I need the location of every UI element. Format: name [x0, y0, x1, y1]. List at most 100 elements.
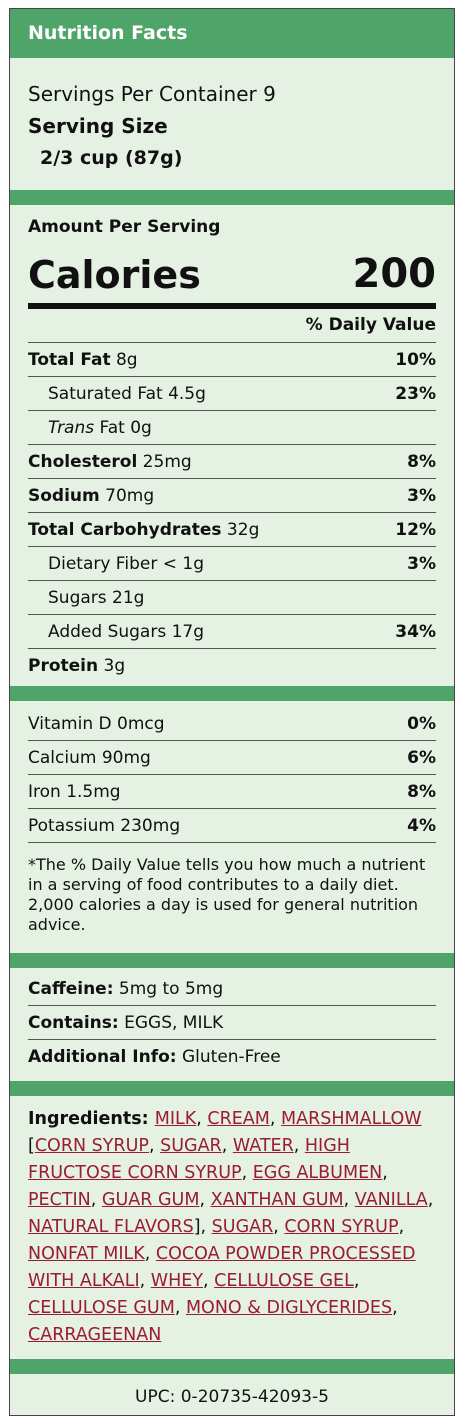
- nutrient-daily-value: 3%: [407, 553, 436, 574]
- ingredient-link[interactable]: CORN SYRUP: [34, 1136, 149, 1156]
- nutrient-row: Total Carbohydrates 32g 12%: [28, 512, 436, 546]
- panel-title: Nutrition Facts: [10, 9, 454, 58]
- vitamin-daily-value: 0%: [407, 713, 436, 734]
- calories-label: Calories: [28, 253, 201, 297]
- footnote: *The % Daily Value tells you how much a …: [28, 855, 426, 934]
- vitamin-label: Potassium 230mg: [28, 815, 181, 836]
- nutrient-daily-value: 23%: [395, 383, 436, 404]
- ingredient-separator: ,: [174, 1298, 186, 1318]
- nutrient-label: Dietary Fiber < 1g: [48, 553, 204, 574]
- ingredient-link[interactable]: CREAM: [207, 1109, 270, 1129]
- nutrient-label: Sodium 70mg: [28, 485, 155, 506]
- vitamin-label: Vitamin D 0mcg: [28, 713, 165, 734]
- extra-info-value: Gluten-Free: [176, 1046, 281, 1067]
- vitamin-row: Calcium 90mg 6%: [28, 740, 436, 774]
- vitamin-daily-value: 4%: [407, 815, 436, 836]
- ingredient-separator: ,: [273, 1217, 285, 1237]
- nutrient-label: Protein 3g: [28, 655, 126, 676]
- extra-info-row: Contains: EGGS, MILK: [28, 1005, 436, 1039]
- section-divider: [10, 190, 454, 205]
- ingredient-link[interactable]: XANTHAN GUM: [210, 1190, 344, 1210]
- vitamin-label: Iron 1.5mg: [28, 781, 121, 802]
- ingredient-link[interactable]: WHEY: [150, 1271, 204, 1291]
- ingredient-link[interactable]: CELLULOSE GUM: [28, 1298, 175, 1318]
- nutrient-row: Trans Fat 0g: [28, 410, 436, 444]
- nutrient-row: Saturated Fat 4.5g 23%: [28, 376, 436, 410]
- nutrient-daily-value: 3%: [407, 485, 436, 506]
- daily-value-header: % Daily Value: [305, 315, 436, 335]
- ingredient-link[interactable]: CARRAGEENAN: [28, 1325, 162, 1345]
- calories-divider: [28, 303, 436, 309]
- ingredient-separator: ],: [193, 1217, 212, 1237]
- serving-size-label: Serving Size: [28, 114, 168, 138]
- extra-info-value: 5mg to 5mg: [113, 978, 224, 999]
- nutrient-label: Saturated Fat 4.5g: [48, 383, 206, 404]
- vitamin-daily-value: 8%: [407, 781, 436, 802]
- ingredient-separator: ,: [90, 1190, 102, 1210]
- ingredient-link[interactable]: CORN SYRUP: [284, 1217, 399, 1237]
- ingredient-separator: ,: [343, 1190, 355, 1210]
- ingredients: Ingredients: MILK, CREAM, MARSHMALLOW [C…: [10, 1096, 454, 1359]
- ingredient-link[interactable]: NONFAT MILK: [28, 1244, 145, 1264]
- nutrient-label: Added Sugars 17g: [48, 621, 205, 642]
- ingredient-link[interactable]: VANILLA: [354, 1190, 428, 1210]
- ingredient-separator: ,: [382, 1163, 388, 1183]
- ingredient-separator: ,: [203, 1271, 215, 1291]
- nutrient-row: Dietary Fiber < 1g 3%: [28, 546, 436, 580]
- ingredient-link[interactable]: EGG ALBUMEN: [252, 1163, 383, 1183]
- vitamin-row: Vitamin D 0mcg 0%: [28, 707, 436, 740]
- amount-per-serving: Amount Per Serving: [28, 217, 221, 237]
- nutrient-label: Sugars 21g: [48, 587, 145, 608]
- ingredient-link[interactable]: CELLULOSE GEL: [214, 1271, 354, 1291]
- ingredient-link[interactable]: GUAR GUM: [101, 1190, 200, 1210]
- serving-size-value: 2/3 cup (87g): [40, 147, 183, 169]
- ingredient-link[interactable]: HIGH FRUCTOSE CORN SYRUP: [28, 1136, 350, 1183]
- extra-info-label: Additional Info:: [28, 1046, 177, 1067]
- ingredient-separator: ,: [398, 1217, 405, 1237]
- nutrient-list: Total Fat 8g 10% Saturated Fat 4.5g 23% Tran…: [28, 342, 436, 682]
- ingredient-link[interactable]: NATURAL FLAVORS: [28, 1217, 194, 1237]
- extra-info-label: Contains:: [28, 1012, 119, 1033]
- upc-code: UPC: 0-20735-42093-5: [135, 1387, 329, 1407]
- ingredient-link[interactable]: MONO & DIGLYCERIDES: [185, 1298, 393, 1318]
- vitamin-label: Calcium 90mg: [28, 747, 151, 768]
- nutrient-row: Cholesterol 25mg 8%: [28, 444, 436, 478]
- calories-row: Calories 200: [28, 239, 436, 297]
- ingredient-separator: ,: [392, 1298, 398, 1318]
- nutrient-row: Sodium 70mg 3%: [28, 478, 436, 512]
- nutrient-row: Total Fat 8g 10%: [28, 342, 436, 376]
- section-divider: [10, 686, 454, 701]
- ingredient-separator: ,: [139, 1271, 151, 1291]
- nutrient-daily-value: 10%: [395, 349, 436, 370]
- nutrient-label: Cholesterol 25mg: [28, 451, 192, 472]
- servings-per-container: Servings Per Container 9: [28, 82, 276, 106]
- nutrient-label: Trans Fat 0g: [48, 417, 152, 438]
- nutrition-facts-panel: Nutrition Facts Servings Per Container 9…: [9, 8, 455, 1416]
- ingredient-link[interactable]: WATER: [232, 1136, 294, 1156]
- ingredient-separator: ,: [293, 1136, 305, 1156]
- ingredient-separator: [: [28, 1136, 35, 1156]
- ingredient-separator: ,: [144, 1244, 156, 1264]
- ingredient-separator: ,: [269, 1109, 282, 1129]
- ingredient-link[interactable]: SUGAR: [160, 1136, 222, 1156]
- ingredient-link[interactable]: SUGAR: [211, 1217, 274, 1237]
- ingredient-separator: ,: [221, 1136, 233, 1156]
- vitamin-row: Iron 1.5mg 8%: [28, 774, 436, 808]
- calories-value: 200: [352, 251, 437, 297]
- ingredient-link[interactable]: PECTIN: [28, 1190, 91, 1210]
- extra-info-list: Caffeine: 5mg to 5mg Contains: EGGS, MILK…: [28, 972, 436, 1073]
- extra-info-row: Caffeine: 5mg to 5mg: [28, 972, 436, 1005]
- extra-info-label: Caffeine:: [28, 978, 114, 999]
- vitamin-row: Potassium 230mg 4%: [28, 808, 436, 842]
- nutrient-label: Total Carbohydrates 32g: [28, 519, 260, 540]
- nutrient-label: Total Fat 8g: [28, 349, 138, 370]
- ingredient-separator: ,: [148, 1136, 161, 1156]
- ingredient-link[interactable]: MILK: [154, 1109, 197, 1129]
- ingredient-link[interactable]: COCOA POWDER PROCESSED WITH ALKALI: [28, 1244, 416, 1291]
- extra-info-value: EGGS, MILK: [118, 1012, 224, 1033]
- nutrient-row: Added Sugars 17g 34%: [28, 614, 436, 648]
- ingredient-separator: ,: [199, 1190, 211, 1210]
- vitamin-list: Vitamin D 0mcg 0% Calcium 90mg 6% Iron 1.5mg…: [28, 707, 436, 842]
- section-divider: [10, 1359, 454, 1374]
- ingredient-link[interactable]: MARSHMALLOW: [281, 1109, 422, 1129]
